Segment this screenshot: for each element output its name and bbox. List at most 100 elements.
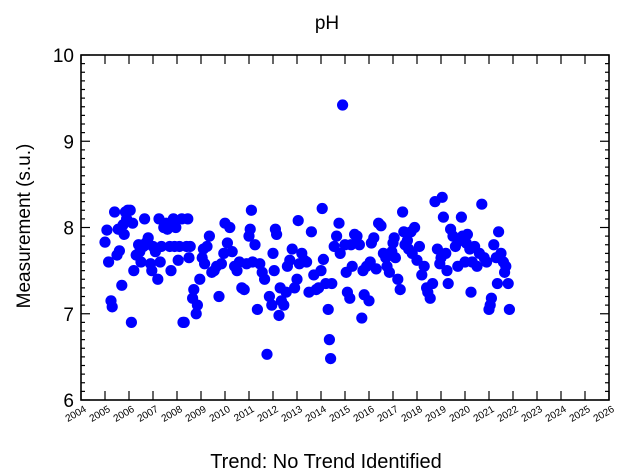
chart-title: pH [315, 13, 339, 34]
data-point-157 [397, 206, 409, 218]
data-point-0 [99, 236, 111, 248]
data-point-140 [363, 295, 375, 307]
data-point-120 [325, 353, 337, 365]
data-point-167 [416, 269, 428, 281]
data-point-91 [268, 265, 280, 277]
data-point-60 [201, 240, 213, 253]
data-point-178 [437, 211, 449, 223]
data-point-146 [375, 220, 387, 232]
data-point-37 [161, 223, 173, 235]
data-point-90 [267, 247, 279, 259]
data-point-114 [315, 265, 327, 277]
y-tick-label-9: 9 [63, 132, 74, 153]
x-tick-label-2012: 2012 [256, 404, 281, 425]
data-point-124 [333, 217, 345, 229]
data-point-125 [334, 247, 346, 259]
data-point-73 [231, 265, 243, 277]
data-point-116 [317, 253, 329, 266]
data-point-174 [431, 243, 443, 255]
data-point-130 [344, 292, 356, 304]
data-point-65 [213, 290, 225, 303]
data-point-2 [103, 256, 115, 268]
data-point-71 [226, 246, 238, 258]
data-point-51 [184, 240, 196, 253]
data-point-26 [142, 232, 154, 244]
data-point-79 [244, 223, 256, 235]
data-point-207 [493, 226, 505, 238]
data-point-180 [441, 265, 453, 277]
data-point-135 [353, 239, 365, 251]
data-point-24 [139, 213, 151, 225]
data-point-59 [199, 258, 211, 270]
data-point-102 [289, 282, 301, 294]
data-point-155 [392, 273, 404, 285]
data-point-93 [271, 228, 283, 240]
data-point-131 [345, 239, 357, 251]
data-point-200 [481, 256, 493, 268]
x-tick-label-2016: 2016 [352, 404, 377, 425]
data-point-132 [346, 260, 358, 272]
data-point-104 [292, 215, 304, 227]
data-point-56 [194, 273, 206, 285]
y-tick-label-8: 8 [63, 219, 74, 240]
x-tick-label-2013: 2013 [280, 404, 305, 425]
data-point-1 [101, 224, 113, 236]
data-point-67 [218, 247, 230, 259]
data-point-212 [502, 277, 514, 290]
data-point-33 [154, 256, 166, 268]
x-tick-label-2017: 2017 [376, 404, 401, 425]
data-point-166 [413, 240, 425, 253]
data-point-97 [278, 299, 290, 311]
x-tick-label-2023: 2023 [520, 404, 545, 425]
data-point-34 [155, 240, 167, 253]
data-point-5 [109, 206, 121, 218]
data-point-84 [254, 258, 266, 270]
data-point-50 [183, 252, 195, 264]
data-point-103 [291, 273, 303, 285]
x-tick-label-2011: 2011 [232, 404, 257, 424]
x-tick-label-2015: 2015 [328, 404, 353, 425]
data-point-208 [495, 247, 507, 259]
data-point-80 [245, 204, 257, 216]
data-point-118 [322, 303, 334, 316]
data-point-28 [146, 265, 158, 277]
x-tick-label-2005: 2005 [88, 404, 113, 425]
x-tick-label-2014: 2014 [304, 404, 329, 425]
data-point-101 [286, 243, 298, 255]
x-tick-label-2010: 2010 [208, 404, 233, 425]
data-point-83 [251, 303, 263, 316]
data-point-213 [503, 303, 515, 316]
data-point-88 [263, 290, 275, 303]
y-tick-label-10: 10 [53, 46, 74, 67]
x-tick-label-2026: 2026 [592, 404, 617, 425]
data-point-31 [152, 273, 164, 285]
data-point-49 [182, 213, 194, 225]
data-point-16 [125, 316, 137, 328]
x-tick-label-2025: 2025 [568, 404, 593, 425]
data-point-115 [316, 202, 328, 215]
data-point-15 [124, 204, 136, 216]
data-point-164 [409, 221, 421, 234]
x-tick-label-2007: 2007 [136, 404, 161, 425]
x-tick-label-2018: 2018 [400, 404, 425, 425]
x-tick-label-2008: 2008 [160, 404, 185, 425]
data-point-40 [167, 213, 179, 225]
y-tick-label-7: 7 [63, 305, 74, 326]
data-point-134 [351, 230, 363, 242]
data-point-17 [127, 217, 139, 229]
data-point-181 [442, 277, 454, 290]
data-point-203 [485, 292, 497, 304]
data-point-53 [188, 284, 200, 296]
data-point-160 [401, 234, 413, 247]
data-point-11 [118, 228, 130, 240]
x-tick-label-2006: 2006 [112, 404, 137, 425]
y-axis-label: Measurement (s.u.) [14, 144, 35, 309]
data-point-43 [172, 254, 184, 266]
data-point-39 [165, 265, 177, 277]
data-point-76 [238, 284, 250, 296]
x-tick-label-2024: 2024 [544, 404, 569, 425]
data-points [99, 99, 515, 365]
data-point-206 [491, 277, 503, 290]
data-point-126 [337, 99, 349, 111]
